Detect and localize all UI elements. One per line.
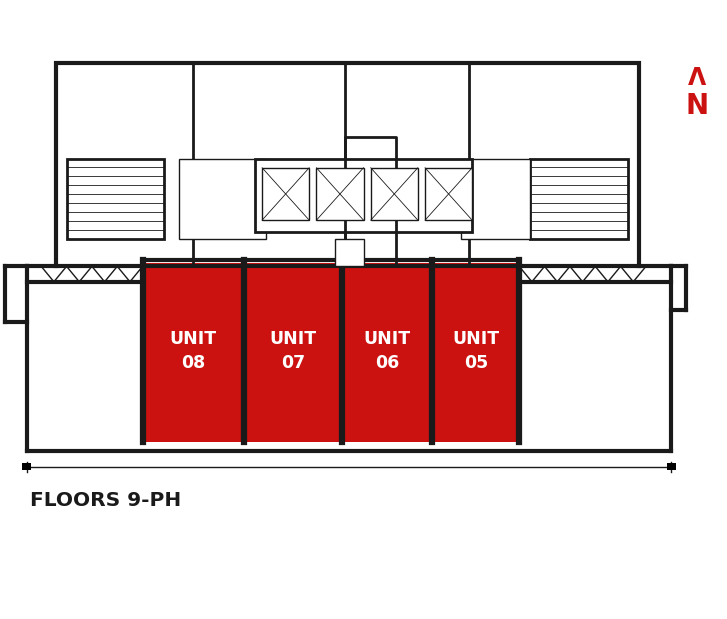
Bar — [334, 239, 364, 266]
Bar — [145, 262, 241, 442]
Bar — [461, 158, 530, 239]
Text: UNIT
07: UNIT 07 — [269, 331, 316, 372]
Text: UNIT
05: UNIT 05 — [452, 331, 499, 372]
Bar — [179, 158, 266, 239]
Bar — [316, 168, 364, 220]
Bar — [67, 158, 164, 239]
Text: UNIT
06: UNIT 06 — [364, 331, 411, 372]
Bar — [435, 262, 516, 442]
Bar — [667, 463, 675, 470]
Bar — [56, 63, 639, 266]
Bar — [247, 262, 339, 442]
Text: FLOORS 9-PH: FLOORS 9-PH — [31, 491, 182, 510]
Text: UNIT
08: UNIT 08 — [169, 331, 217, 372]
Text: N: N — [685, 92, 708, 120]
Bar — [255, 158, 472, 233]
Bar — [23, 463, 31, 470]
Bar — [262, 168, 309, 220]
Text: Λ: Λ — [688, 66, 706, 90]
Bar — [425, 168, 472, 220]
Bar — [371, 168, 418, 220]
Bar — [345, 262, 430, 442]
Bar — [530, 158, 628, 239]
